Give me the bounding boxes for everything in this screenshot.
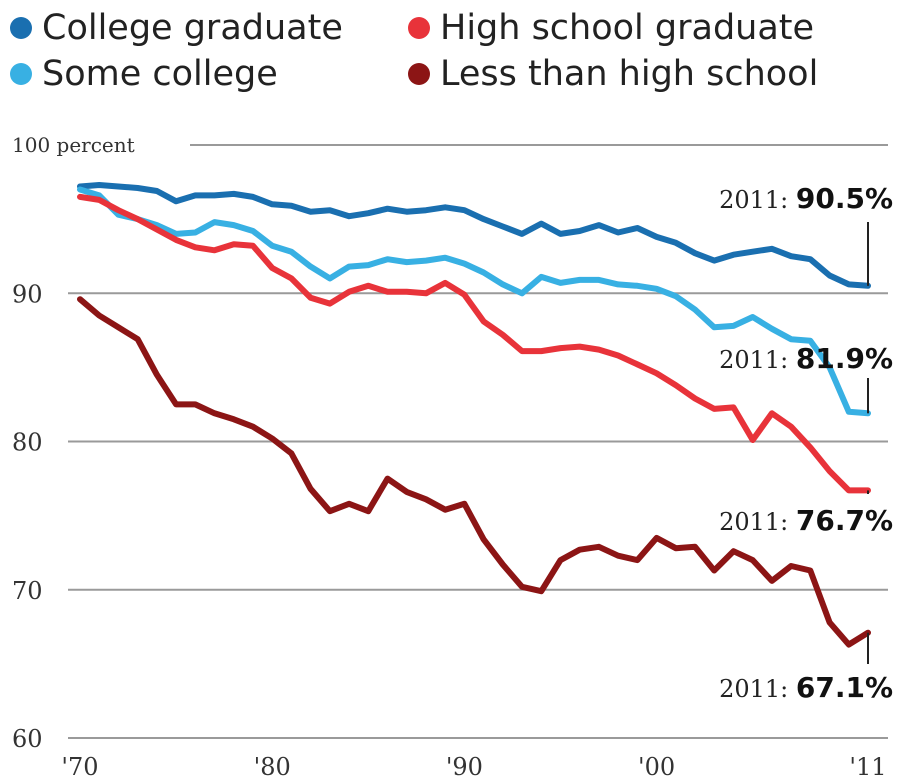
series-line-less-than-high-school <box>77 296 871 648</box>
annotation-label: 2011: 67.1% <box>719 671 893 704</box>
legend: College graduate High school graduate So… <box>0 0 900 110</box>
y-tick-label: 80 <box>12 429 43 457</box>
annotation-prefix: 2011: <box>719 346 796 374</box>
annotation-label: 2011: 76.7% <box>719 504 893 537</box>
y-tick-label: 70 <box>12 577 43 605</box>
legend-item-less-than-high-school: Less than high school <box>408 54 818 94</box>
legend-label: Less than high school <box>440 54 819 94</box>
legend-dot-icon <box>408 17 430 39</box>
annotation-value: 67.1% <box>796 671 893 704</box>
legend-item-some-college: Some college <box>10 54 278 94</box>
annotation-prefix: 2011: <box>719 675 796 703</box>
series-lines <box>77 182 871 648</box>
annotation-prefix: 2011: <box>719 186 796 214</box>
annotation-label: 2011: 81.9% <box>719 342 893 375</box>
legend-dot-icon <box>10 17 32 39</box>
x-tick-label: '90 <box>446 753 483 781</box>
legend-item-college-graduate: College graduate <box>10 8 343 48</box>
series-line-some-college <box>77 186 871 417</box>
x-tick-label: '80 <box>254 753 291 781</box>
annotation-value: 90.5% <box>796 182 893 215</box>
annotation-value: 76.7% <box>796 504 893 537</box>
y-tick-label: 90 <box>12 280 43 308</box>
legend-label: Some college <box>42 54 278 94</box>
legend-dot-icon <box>408 63 430 85</box>
y-axis-ticks: 100 percent 90 80 70 60 <box>12 133 135 753</box>
annotations: 2011: 90.5%2011: 81.9%2011: 76.7%2011: 6… <box>719 182 893 704</box>
x-tick-label: '00 <box>638 753 675 781</box>
x-axis-ticks: '70 '80 '90 '00 '11 <box>61 753 886 781</box>
y-tick-label: 100 percent <box>12 133 135 157</box>
annotation-label: 2011: 90.5% <box>719 182 893 215</box>
legend-label: High school graduate <box>440 8 815 48</box>
x-tick-label: '70 <box>61 753 98 781</box>
series-line-college-graduate <box>77 182 871 289</box>
y-tick-label: 60 <box>12 725 43 753</box>
series-line-high-school-graduate <box>77 193 871 494</box>
legend-label: College graduate <box>42 8 343 48</box>
legend-dot-icon <box>10 63 32 85</box>
annotation-prefix: 2011: <box>719 508 796 536</box>
annotation-value: 81.9% <box>796 342 893 375</box>
legend-item-high-school-graduate: High school graduate <box>408 8 814 48</box>
x-tick-label: '11 <box>849 753 886 781</box>
